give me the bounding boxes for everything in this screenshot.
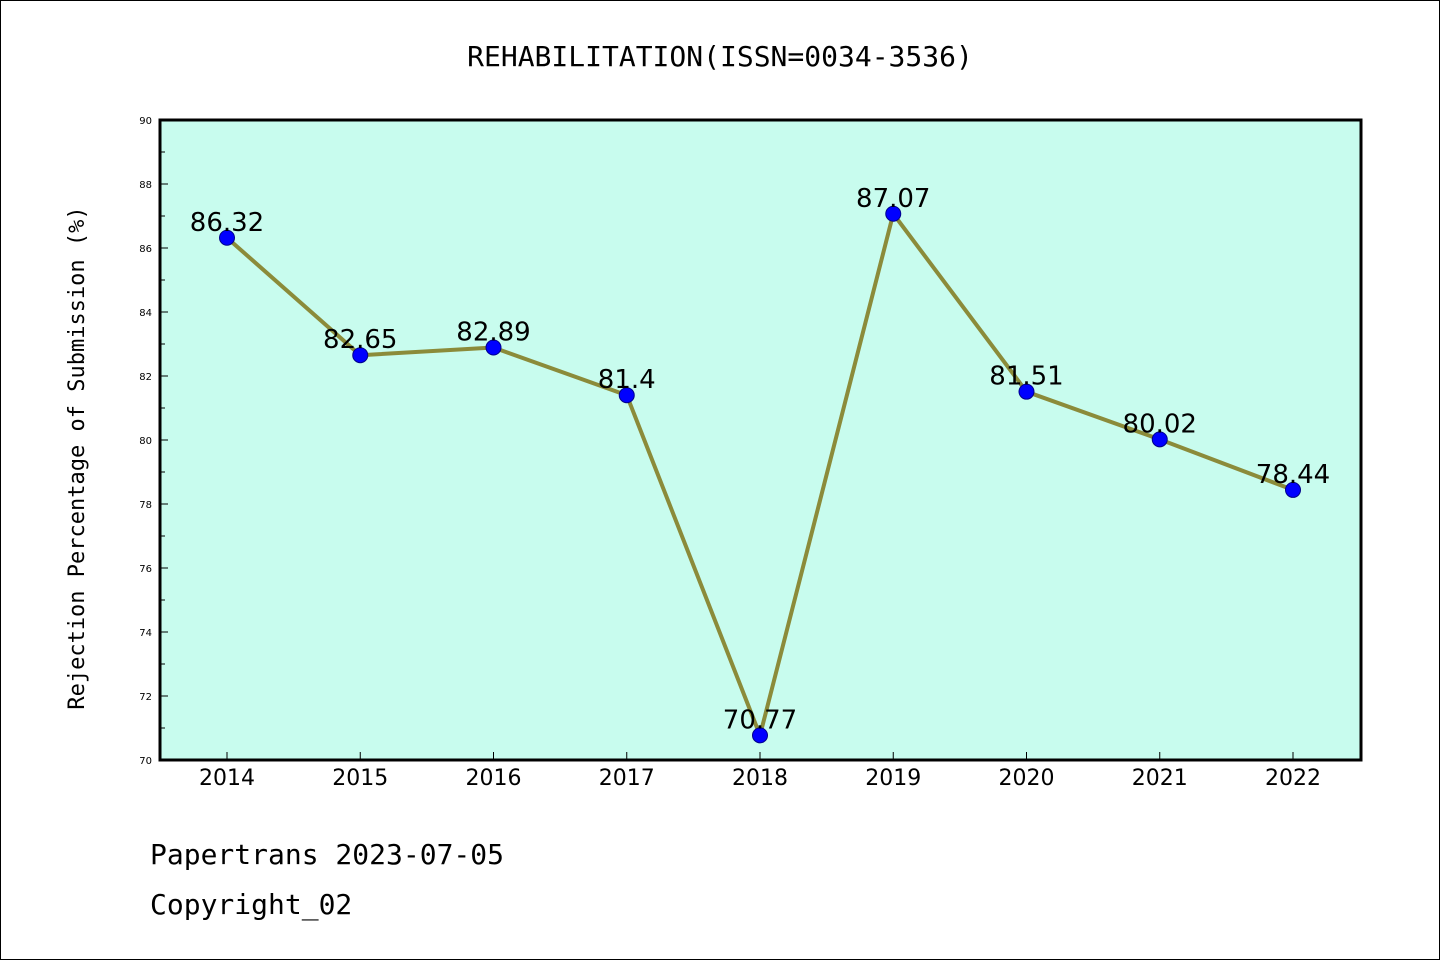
- plot-area: [158, 118, 1363, 762]
- y-tick-label: 88: [139, 180, 152, 191]
- y-tick-label: 78: [139, 500, 152, 511]
- footer-source: Papertrans 2023-07-05: [150, 838, 504, 871]
- data-point: [1018, 383, 1035, 400]
- x-tick-label: 2014: [199, 766, 255, 791]
- y-axis: 70 72 74 76 78 80 82 84 86 88 90: [139, 116, 168, 767]
- data-label: 87.07: [856, 184, 930, 214]
- data-point: [352, 347, 369, 364]
- x-tick-label: 2019: [865, 766, 921, 791]
- series-layer: 86.32 82.65 82.89 81.4 70.77 87.07 81.51 80.02 7…: [190, 184, 1330, 744]
- data-label: 81.51: [989, 362, 1063, 392]
- x-tick-label: 2018: [732, 766, 788, 791]
- x-tick-label: 2017: [599, 766, 655, 791]
- data-point: [1285, 481, 1301, 498]
- x-tick-label: 2021: [1132, 766, 1188, 791]
- y-axis-label: Rejection Percentage of Submission (%): [65, 206, 90, 709]
- data-point: [485, 339, 502, 356]
- y-tick-label: 70: [139, 756, 152, 767]
- y-tick-label: 84: [139, 308, 152, 319]
- x-tick-label: 2015: [332, 766, 388, 791]
- x-tick-label: 2020: [999, 766, 1055, 791]
- data-label: 86.32: [190, 208, 264, 238]
- data-label: 70.77: [723, 705, 797, 735]
- footer-copyright: Copyright_02: [150, 888, 352, 922]
- y-tick-label: 80: [139, 436, 152, 447]
- data-label: 82.65: [323, 325, 397, 355]
- y-tick-label: 86: [139, 244, 152, 255]
- x-tick-label: 2016: [466, 766, 522, 791]
- x-tick-label: 2022: [1265, 766, 1321, 791]
- y-tick-label: 72: [139, 692, 152, 703]
- data-label: 78.44: [1256, 460, 1330, 490]
- data-point: [885, 205, 902, 222]
- data-label: 80.02: [1123, 409, 1197, 439]
- y-tick-label: 74: [139, 628, 152, 639]
- y-tick-label: 82: [139, 372, 152, 383]
- data-point: [219, 229, 235, 246]
- data-point: [752, 727, 768, 744]
- chart-title: REHABILITATION(ISSN=0034-3536): [467, 40, 973, 73]
- x-axis: 2014 2015 2016 2017 2018 2019 2020 2021 2022: [199, 752, 1321, 791]
- data-point: [1151, 431, 1168, 448]
- data-label: 82.89: [456, 318, 530, 348]
- data-label: 81.4: [598, 365, 656, 395]
- y-tick-label: 76: [139, 564, 152, 575]
- data-point: [618, 387, 635, 404]
- y-tick-label: 90: [139, 116, 152, 127]
